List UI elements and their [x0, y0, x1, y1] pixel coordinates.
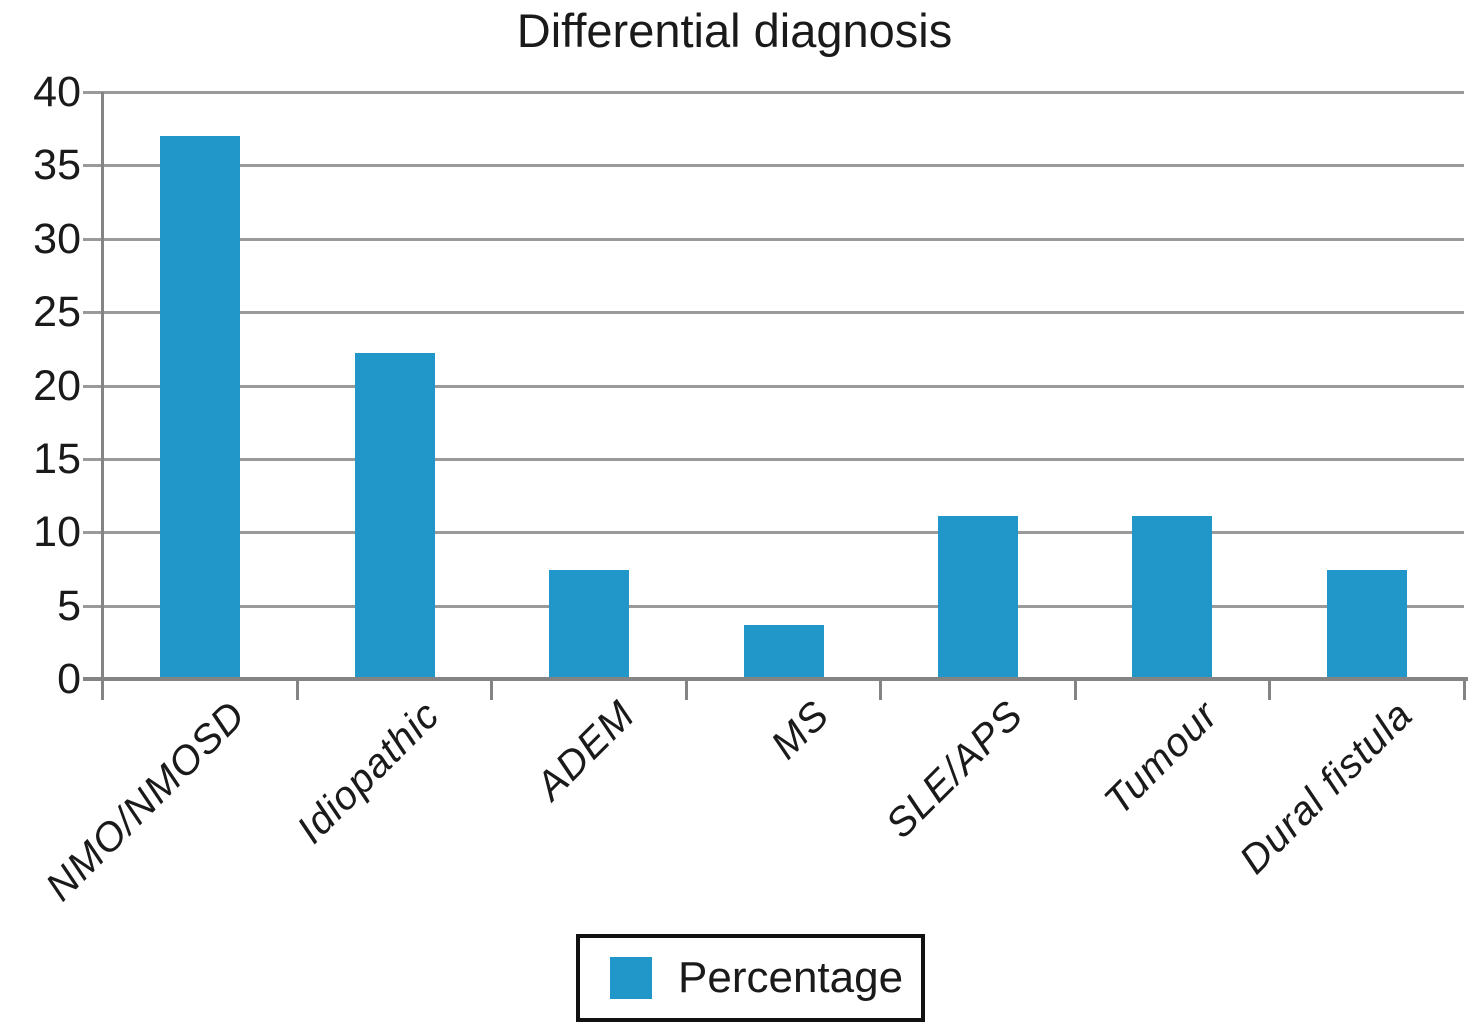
- x-axis-tick: [295, 679, 299, 700]
- x-category-label: ADEM: [527, 692, 643, 809]
- y-gridline: [83, 604, 1464, 608]
- legend: Percentage: [576, 934, 925, 1022]
- x-axis-tick: [1073, 679, 1077, 700]
- x-axis-tick: [1462, 679, 1466, 700]
- bar-sle-aps: [937, 516, 1018, 679]
- y-gridline: [83, 237, 1464, 241]
- y-gridline: [83, 311, 1464, 315]
- y-gridline: [83, 531, 1464, 535]
- y-tick-label: 15: [33, 434, 81, 483]
- plot-area: [83, 91, 1468, 700]
- y-tick-label: 20: [33, 361, 81, 410]
- x-category-label: SLE/APS: [877, 692, 1032, 847]
- y-gridline: [83, 91, 1464, 94]
- bar-nmo-nmosd: [160, 136, 241, 679]
- y-gridline: [83, 384, 1464, 388]
- bar-idiopathic: [354, 353, 435, 679]
- bar-ms: [743, 624, 824, 679]
- x-axis-tick: [684, 679, 688, 700]
- legend-label: Percentage: [678, 953, 904, 1002]
- x-category-label: Tumour: [1095, 692, 1227, 824]
- y-tick-label: 25: [33, 288, 81, 337]
- y-tick-label: 40: [33, 68, 81, 116]
- y-tick-label: 0: [57, 655, 81, 703]
- bar-dural-fistula: [1326, 570, 1407, 679]
- x-category-label: Dural fistula: [1230, 692, 1421, 883]
- y-tick-label: 5: [57, 581, 81, 630]
- legend-swatch-percentage: [610, 957, 652, 999]
- y-tick-label: 35: [33, 141, 81, 190]
- x-category-label: NMO/NMOSD: [37, 692, 255, 910]
- y-gridline: [83, 164, 1464, 168]
- bar-adem: [549, 570, 630, 679]
- y-tick-label: 30: [33, 214, 81, 263]
- y-axis-line: [101, 92, 104, 700]
- x-axis-tick: [879, 679, 883, 700]
- x-category-label: Idiopathic: [289, 692, 449, 852]
- bar-tumour: [1132, 516, 1213, 679]
- x-axis-baseline: [83, 677, 1468, 681]
- y-gridline: [83, 457, 1464, 461]
- x-axis-tick: [490, 679, 494, 700]
- chart-title: Differential diagnosis: [516, 4, 953, 57]
- y-tick-label: 10: [33, 508, 81, 557]
- x-axis-tick: [1268, 679, 1272, 700]
- x-category-label: MS: [762, 692, 838, 768]
